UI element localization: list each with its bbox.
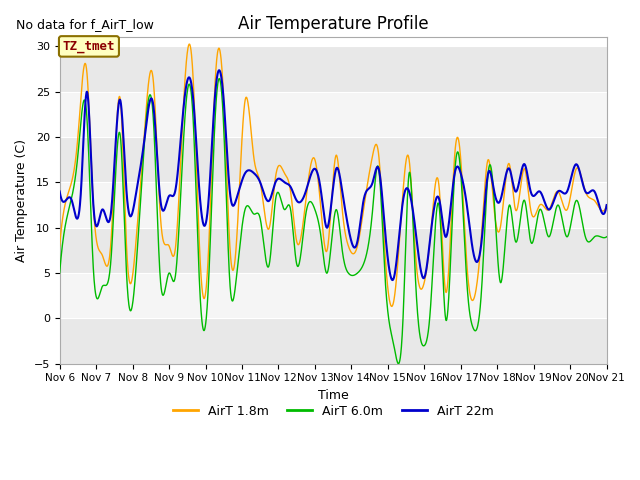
Bar <box>60 228 607 273</box>
Bar <box>60 137 607 182</box>
Text: No data for f_AirT_low: No data for f_AirT_low <box>16 18 154 31</box>
Y-axis label: Air Temperature (C): Air Temperature (C) <box>15 139 28 262</box>
Title: Air Temperature Profile: Air Temperature Profile <box>238 15 428 33</box>
Bar <box>60 273 607 318</box>
Bar <box>60 92 607 137</box>
Bar <box>60 182 607 228</box>
Legend: AirT 1.8m, AirT 6.0m, AirT 22m: AirT 1.8m, AirT 6.0m, AirT 22m <box>168 400 499 423</box>
Bar <box>60 47 607 92</box>
Bar <box>60 318 607 364</box>
X-axis label: Time: Time <box>318 389 349 402</box>
Text: TZ_tmet: TZ_tmet <box>63 40 115 53</box>
